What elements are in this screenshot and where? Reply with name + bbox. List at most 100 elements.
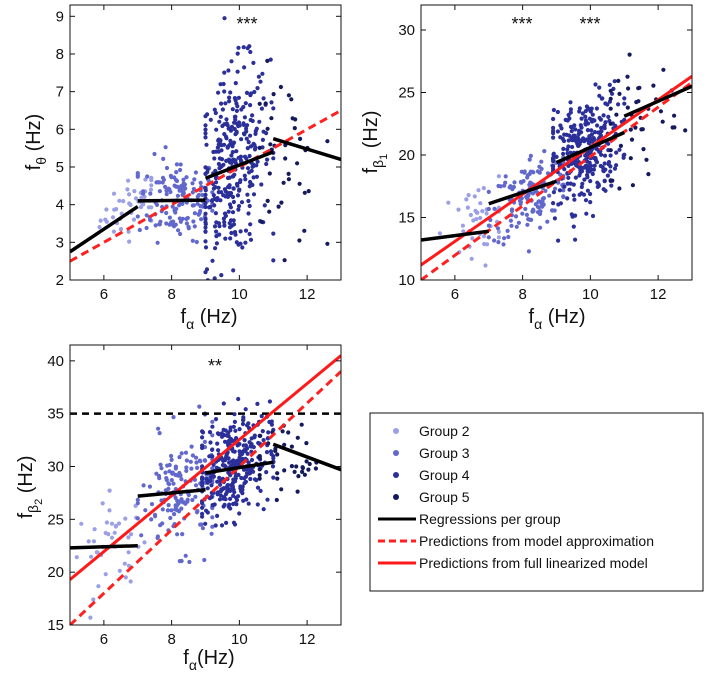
theta-point-group3 xyxy=(171,219,176,224)
beta2-point-group4 xyxy=(210,424,215,429)
theta-point-group4 xyxy=(236,204,242,209)
theta-point-group4 xyxy=(248,93,253,98)
beta2-point-group2 xyxy=(88,615,93,620)
beta2-point-group3 xyxy=(209,531,214,536)
theta-point-group5 xyxy=(263,101,268,106)
theta-point-group4 xyxy=(265,157,270,162)
theta-point-group4 xyxy=(259,182,264,187)
beta1-point-group5 xyxy=(618,143,624,148)
theta-point-group2 xyxy=(131,217,137,222)
theta-point-group4 xyxy=(238,241,243,246)
beta1-point-group4 xyxy=(581,192,587,197)
theta-point-group3 xyxy=(170,204,175,209)
beta2-point-group4 xyxy=(200,511,205,516)
theta-point-group5 xyxy=(325,139,330,144)
theta-point-group4 xyxy=(271,231,276,236)
beta2-point-group5 xyxy=(275,471,280,476)
beta1-point-group3 xyxy=(527,157,532,162)
beta2-point-group4 xyxy=(200,483,205,488)
beta2-point-group5 xyxy=(300,465,305,470)
beta1-point-group2 xyxy=(496,229,501,234)
legend-label: Group 5 xyxy=(419,489,470,505)
beta1-point-group2 xyxy=(481,186,486,191)
beta1-point-group4 xyxy=(603,101,608,106)
beta2-regression-group4 xyxy=(205,460,274,475)
beta2-point-group5 xyxy=(289,444,294,449)
beta2-point-group3 xyxy=(147,484,152,489)
beta1-point-group4 xyxy=(572,197,577,202)
theta-point-group4 xyxy=(218,198,223,203)
theta-point-group3 xyxy=(182,182,187,187)
theta-point-group4 xyxy=(243,177,248,182)
beta2-point-group4 xyxy=(236,396,241,402)
theta-point-group4 xyxy=(212,156,217,161)
beta1-regression-group5 xyxy=(623,84,692,118)
beta2-point-group3 xyxy=(200,526,205,531)
beta1-point-group4 xyxy=(614,163,619,168)
beta1-point-group3 xyxy=(519,169,524,174)
theta-point-group4 xyxy=(251,175,256,180)
theta-point-group4 xyxy=(231,218,236,223)
beta1-point-group4 xyxy=(551,125,556,130)
theta-point-group4 xyxy=(215,196,220,201)
beta2-point-group3 xyxy=(178,499,183,504)
beta2-point-group2 xyxy=(123,575,128,580)
theta-point-group4 xyxy=(248,144,254,149)
beta1-point-group4 xyxy=(573,237,578,242)
theta-point-group4 xyxy=(243,101,248,106)
beta1-point-group3 xyxy=(561,194,566,200)
theta-point-group3 xyxy=(192,177,197,182)
beta1-point-group5 xyxy=(626,86,631,91)
theta-point-group4 xyxy=(203,131,208,136)
beta1-y-tick-label: 20 xyxy=(398,147,415,164)
beta1-point-group4 xyxy=(614,150,619,155)
theta-regression-group2 xyxy=(70,205,139,254)
theta-point-group4 xyxy=(219,148,224,153)
theta-point-group5 xyxy=(283,156,288,161)
theta-point-group3 xyxy=(164,210,169,216)
beta2-point-group5 xyxy=(282,468,287,473)
beta2-ticks: 6 8 10 12 15 20 25 30 35 40 xyxy=(47,345,341,648)
beta1-point-group2 xyxy=(478,201,483,206)
theta-point-group4 xyxy=(208,204,213,210)
beta2-point-group3 xyxy=(197,404,202,409)
theta-point-group4 xyxy=(211,193,216,198)
legend-marker xyxy=(393,428,399,434)
theta-point-group4 xyxy=(203,245,209,250)
theta-point-group5 xyxy=(292,126,297,131)
theta-point-group3 xyxy=(164,221,169,226)
beta2-point-group5 xyxy=(307,461,312,467)
theta-point-group5 xyxy=(257,145,262,150)
beta1-point-group4 xyxy=(583,163,588,168)
beta1-point-group3 xyxy=(530,191,536,196)
beta1-point-group3 xyxy=(539,159,544,164)
beta1-point-group3 xyxy=(533,202,538,207)
theta-point-group4 xyxy=(203,222,208,227)
theta-point-group3 xyxy=(175,193,180,198)
beta1-x-tick-label: 6 xyxy=(451,286,459,303)
theta-point-group4 xyxy=(227,175,232,180)
beta1-x-tick-label: 8 xyxy=(518,286,526,303)
beta2-point-group4 xyxy=(215,492,220,497)
theta-point-group4 xyxy=(224,121,229,126)
beta1-point-group2 xyxy=(474,217,479,222)
beta2-point-group2 xyxy=(104,520,109,525)
theta-point-group3 xyxy=(137,227,142,233)
beta1-point-group3 xyxy=(538,225,543,230)
theta-point-group3 xyxy=(186,224,191,229)
theta-point-group5 xyxy=(265,58,270,64)
theta-y-tick-label: 6 xyxy=(56,121,64,138)
theta-point-group3 xyxy=(176,228,181,233)
panel-beta1: 6 8 10 12 10 15 20 25 30 *** *** fα (Hz) fβ1 (Hz… xyxy=(360,4,693,332)
beta2-point-group2 xyxy=(92,527,97,532)
theta-x-tick-label: 12 xyxy=(299,286,316,303)
beta1-point-group4 xyxy=(583,114,588,119)
beta1-point-group3 xyxy=(535,169,541,174)
beta1-point-group3 xyxy=(525,222,530,227)
beta1-significance-2: *** xyxy=(579,14,600,34)
beta1-point-group4 xyxy=(597,85,602,90)
beta1-point-group4 xyxy=(583,122,588,127)
legend-box xyxy=(369,412,704,592)
beta2-point-group4 xyxy=(200,480,205,485)
legend-marker xyxy=(393,472,399,478)
